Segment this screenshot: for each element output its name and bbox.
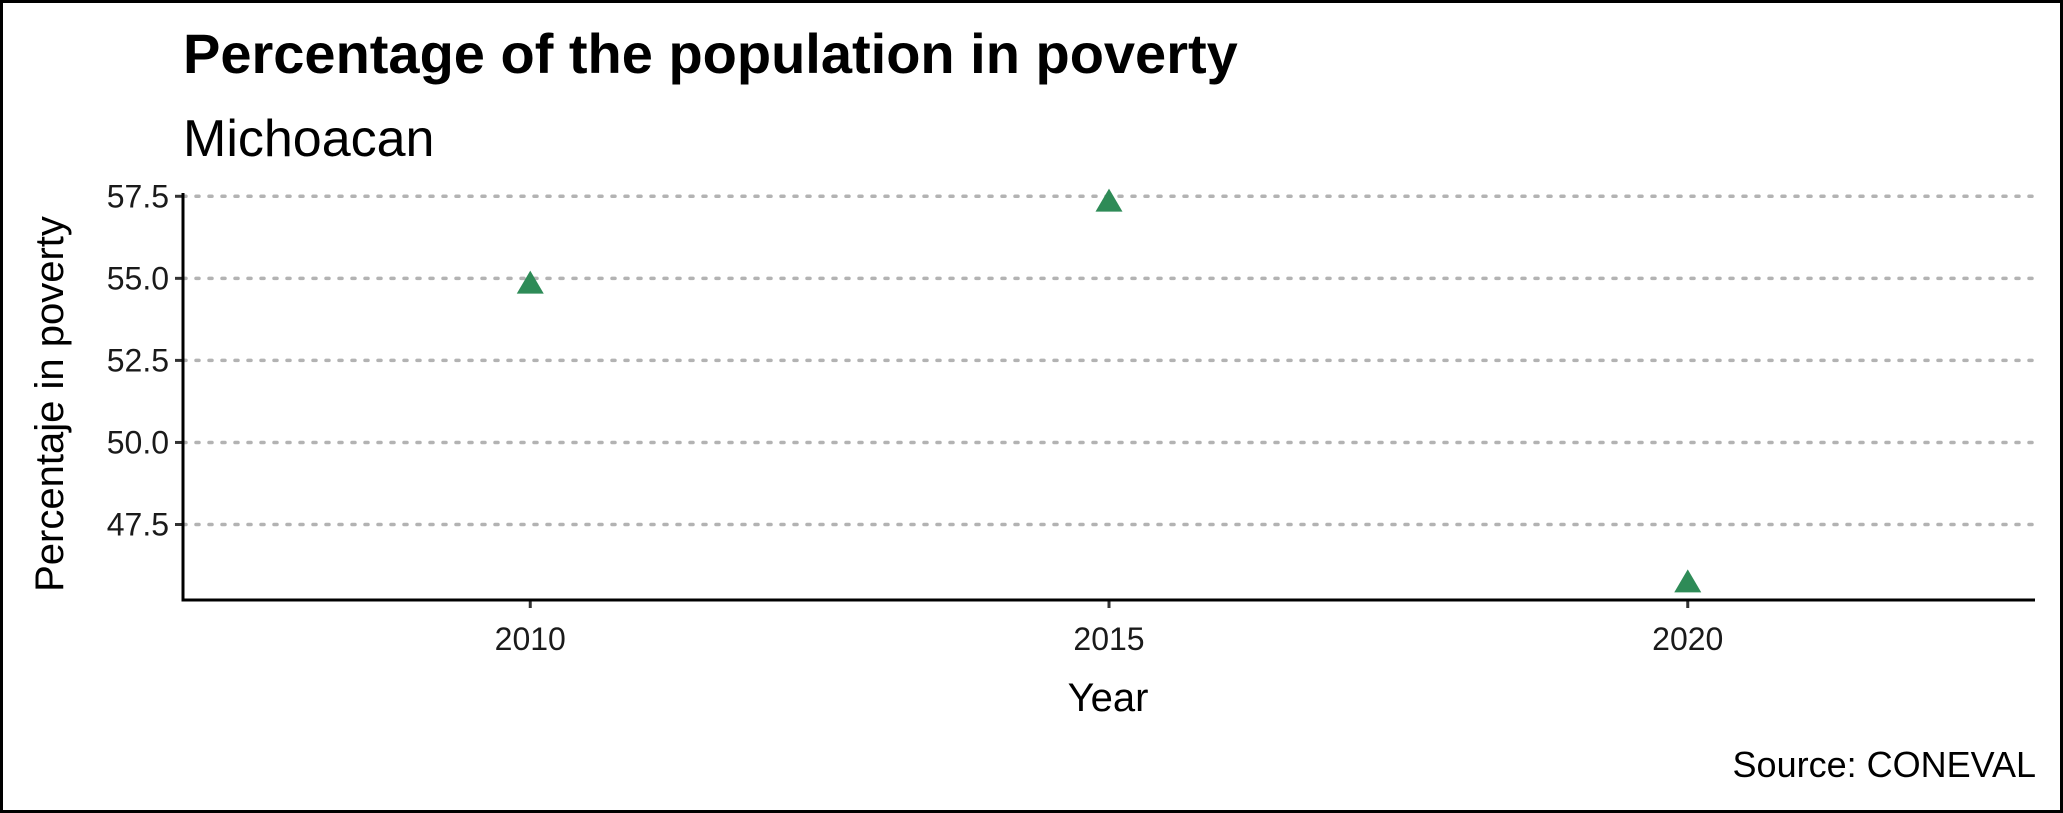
x-tick-label: 2020 (1652, 621, 1723, 657)
gridlines (181, 194, 2037, 527)
y-tick-label: 57.5 (107, 178, 169, 214)
chart-subtitle: Michoacan (183, 110, 434, 168)
y-tick-label: 47.5 (107, 507, 169, 543)
data-points (516, 188, 1702, 593)
x-tick-label: 2015 (1073, 621, 1144, 657)
y-tick-label: 50.0 (107, 424, 169, 460)
x-tick-label: 2010 (495, 621, 566, 657)
data-point-2015 (1095, 188, 1123, 212)
x-axis-ticks: 2010 2015 2020 (495, 600, 1723, 657)
chart-title: Percentage of the population in poverty (183, 22, 1238, 85)
data-point-2020 (1674, 569, 1702, 593)
y-tick-label: 55.0 (107, 260, 169, 296)
y-axis-title: Percentaje in poverty (28, 216, 72, 592)
data-point-2010 (516, 270, 544, 294)
y-axis-ticks: 47.5 50.0 52.5 55.0 57.5 (107, 178, 183, 543)
scatter-plot: Percentage of the population in poverty … (28, 22, 2037, 785)
x-axis-title: Year (1068, 676, 1149, 720)
y-tick-label: 52.5 (107, 342, 169, 378)
chart-caption: Source: CONEVAL (1733, 744, 2036, 785)
